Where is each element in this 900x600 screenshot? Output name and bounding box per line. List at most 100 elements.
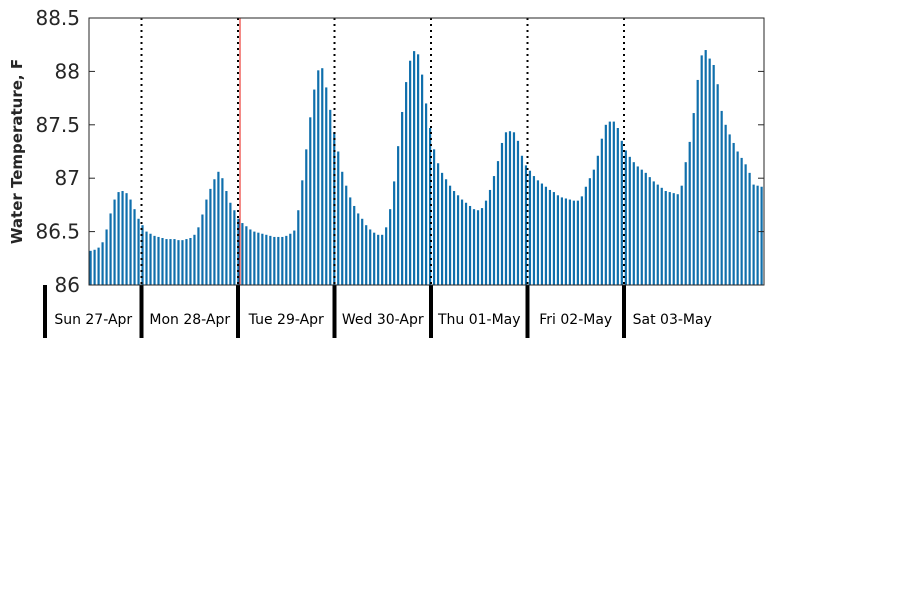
data-bar <box>265 234 268 285</box>
data-bar <box>748 172 751 285</box>
data-bar <box>524 165 528 285</box>
data-bar <box>672 193 675 285</box>
data-bar <box>105 229 108 285</box>
data-bar <box>728 134 731 285</box>
data-bar <box>708 58 711 285</box>
data-bar <box>644 172 647 285</box>
data-bar <box>580 196 583 285</box>
data-bar <box>704 50 707 285</box>
data-bar <box>125 193 128 285</box>
data-bar <box>421 74 424 285</box>
data-bar <box>596 155 599 285</box>
data-bar <box>484 200 488 285</box>
data-bar <box>193 234 196 285</box>
data-bar <box>544 186 548 285</box>
data-bar <box>488 189 492 285</box>
y-tick-label: 87 <box>55 166 80 190</box>
data-bar <box>245 226 248 285</box>
data-bar <box>496 161 500 285</box>
data-bar <box>381 234 384 285</box>
data-bar <box>429 128 432 285</box>
data-bar <box>648 177 651 285</box>
data-bar <box>169 239 172 285</box>
data-bar <box>656 184 659 285</box>
data-bar <box>97 247 100 285</box>
data-bar <box>141 225 144 285</box>
bars-group <box>89 50 763 286</box>
data-bar <box>560 197 563 285</box>
data-bar <box>409 60 412 285</box>
data-bar <box>197 227 200 285</box>
data-bar <box>436 163 440 285</box>
data-bar <box>341 171 344 285</box>
data-bar <box>129 199 132 285</box>
data-bar <box>305 149 308 285</box>
data-bar <box>217 171 220 285</box>
data-bar <box>241 223 244 285</box>
data-bar <box>680 185 683 285</box>
y-tick-label: 87.5 <box>35 113 80 137</box>
data-bar <box>397 146 400 285</box>
data-bar <box>361 218 364 285</box>
data-bar <box>357 213 360 285</box>
data-bar <box>520 155 524 285</box>
data-bar <box>101 242 104 285</box>
data-bar <box>153 235 156 285</box>
data-bar <box>213 179 216 285</box>
data-bar <box>676 194 679 285</box>
day-label: Wed 30-Apr <box>342 312 424 328</box>
data-bar <box>548 189 552 285</box>
data-bar <box>173 239 176 285</box>
data-bar <box>249 229 252 285</box>
data-bar <box>385 227 388 285</box>
data-bar <box>189 238 192 285</box>
data-bar <box>628 156 631 285</box>
data-bar <box>89 250 92 285</box>
data-bar <box>413 51 416 285</box>
y-tick-label: 86.5 <box>35 220 80 244</box>
data-bar <box>205 199 208 285</box>
data-bar <box>417 54 420 286</box>
data-bar <box>688 141 691 285</box>
data-bar <box>592 169 595 285</box>
data-bar <box>732 142 735 285</box>
data-bar <box>389 209 392 285</box>
data-bar <box>476 210 480 285</box>
data-bar <box>225 191 228 285</box>
data-bar <box>536 180 540 285</box>
y-axis-label: Water Temperature, F <box>8 59 26 244</box>
data-bar <box>740 157 743 285</box>
data-bar <box>261 233 264 285</box>
data-bar <box>329 109 332 285</box>
data-bar <box>640 169 643 285</box>
data-bar <box>636 166 639 285</box>
y-tick-label: 86 <box>55 273 80 297</box>
data-bar <box>500 142 504 285</box>
data-bar <box>492 176 496 285</box>
data-bar <box>696 79 699 285</box>
data-bar <box>612 121 615 285</box>
data-bar <box>616 128 619 285</box>
data-bar <box>744 164 747 285</box>
y-tick-label: 88.5 <box>35 6 80 30</box>
data-bar <box>564 198 567 285</box>
data-bar <box>369 229 372 285</box>
data-bar <box>337 151 340 285</box>
day-label: Sat 03-May <box>633 312 712 328</box>
day-label: Tue 29-Apr <box>248 312 324 328</box>
data-bar <box>556 195 560 285</box>
data-bar <box>552 192 556 285</box>
data-bar <box>93 249 96 285</box>
data-bar <box>752 184 755 285</box>
data-bar <box>301 180 304 285</box>
data-bar <box>177 240 180 285</box>
data-bar <box>233 210 236 285</box>
data-bar <box>293 230 296 285</box>
data-bar <box>113 199 116 285</box>
data-bar <box>425 103 428 285</box>
data-bar <box>600 138 603 285</box>
data-bar <box>464 202 468 285</box>
day-label: Mon 28-Apr <box>149 312 230 328</box>
data-bar <box>289 233 292 285</box>
